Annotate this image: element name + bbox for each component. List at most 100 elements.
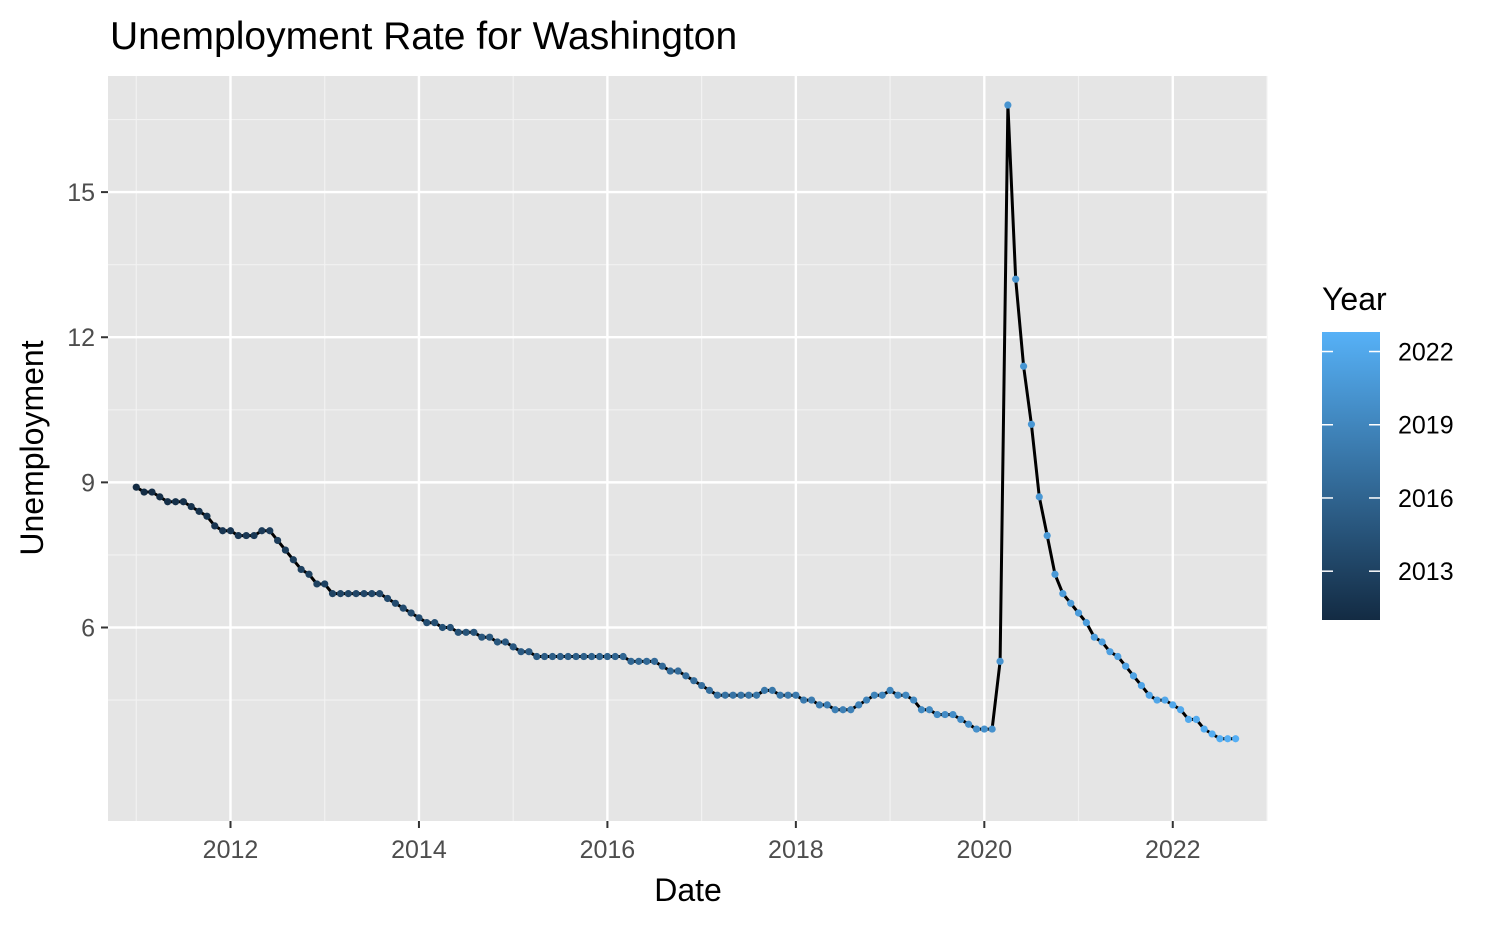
- data-point: [776, 691, 784, 699]
- data-point: [627, 657, 635, 665]
- data-point: [156, 493, 164, 501]
- data-point: [250, 531, 258, 540]
- data-point: [964, 720, 973, 728]
- data-point: [1059, 590, 1067, 598]
- data-point: [1184, 715, 1193, 724]
- data-point: [399, 604, 407, 612]
- data-point: [807, 696, 816, 704]
- data-point: [745, 691, 753, 699]
- data-point: [902, 691, 910, 699]
- legend-tick-label: 2013: [1398, 558, 1454, 586]
- data-point: [431, 619, 439, 627]
- data-point: [1176, 706, 1185, 714]
- legend-tick-label: 2016: [1398, 485, 1454, 513]
- data-point: [1004, 101, 1012, 109]
- data-point: [957, 715, 965, 724]
- legend-tick-label: 2019: [1398, 412, 1454, 440]
- data-point: [635, 657, 643, 665]
- data-point: [713, 691, 721, 699]
- data-point: [729, 691, 737, 699]
- data-point: [1216, 735, 1224, 743]
- data-point: [682, 672, 690, 680]
- data-point: [1098, 638, 1106, 646]
- data-point: [894, 691, 902, 699]
- data-point: [855, 701, 863, 709]
- data-point: [1129, 672, 1138, 680]
- data-point: [548, 652, 557, 661]
- data-point: [980, 725, 988, 733]
- data-point: [344, 590, 352, 598]
- data-point: [643, 657, 651, 665]
- data-point: [336, 590, 345, 598]
- data-point: [517, 648, 525, 656]
- data-point: [1169, 701, 1177, 709]
- data-point: [619, 652, 627, 661]
- data-point: [933, 710, 941, 719]
- data-point: [1224, 735, 1232, 743]
- data-point: [132, 483, 140, 491]
- data-point: [1232, 735, 1240, 743]
- data-point: [800, 696, 808, 704]
- x-tick-label: 2018: [768, 836, 824, 864]
- data-point: [148, 488, 156, 496]
- data-point: [352, 590, 360, 598]
- x-axis-label: Date: [654, 872, 722, 908]
- x-axis: 2012 2014 2016 2018 2020 2022: [203, 821, 1201, 864]
- data-point: [698, 681, 706, 690]
- data-point: [580, 652, 588, 661]
- data-point: [784, 691, 792, 699]
- legend: Year 2022 2019 2016 2013: [1322, 281, 1454, 620]
- data-point: [540, 652, 549, 661]
- legend-colorbar: [1322, 332, 1380, 620]
- data-point: [611, 652, 619, 661]
- data-point: [1082, 619, 1090, 627]
- x-tick-label: 2014: [391, 836, 447, 864]
- grid-major: [108, 76, 1267, 821]
- data-point: [1027, 420, 1036, 428]
- x-tick-label: 2012: [203, 836, 259, 864]
- data-point: [328, 590, 337, 598]
- data-point: [556, 652, 564, 661]
- y-tick-label: 15: [67, 179, 95, 207]
- data-point: [972, 725, 981, 733]
- data-point: [281, 546, 290, 554]
- data-point: [737, 691, 745, 699]
- data-point: [391, 599, 399, 607]
- data-point: [415, 614, 423, 622]
- data-point: [752, 691, 761, 699]
- data-point: [847, 706, 855, 714]
- data-point: [1200, 725, 1208, 733]
- data-point: [164, 498, 172, 506]
- plot-panel: [108, 76, 1267, 821]
- data-point: [1067, 599, 1075, 607]
- data-point: [187, 502, 195, 511]
- data-point: [203, 512, 211, 520]
- data-point: [376, 590, 384, 598]
- data-point: [588, 652, 596, 661]
- y-tick-label: 9: [81, 469, 95, 497]
- y-axis-label: Unemployment: [14, 340, 50, 555]
- data-point: [140, 488, 148, 496]
- data-point: [1137, 681, 1145, 690]
- data-point: [815, 701, 824, 709]
- data-point: [1122, 662, 1130, 670]
- data-point: [501, 638, 509, 646]
- chart-title: Unemployment Rate for Washington: [110, 15, 737, 58]
- data-point: [211, 522, 219, 530]
- data-point: [462, 628, 470, 636]
- data-point: [839, 706, 847, 714]
- data-point: [219, 527, 227, 535]
- data-point: [368, 590, 376, 598]
- data-point: [949, 710, 957, 719]
- data-point: [274, 536, 282, 545]
- x-tick-label: 2022: [1145, 836, 1201, 864]
- data-point: [823, 701, 831, 709]
- data-point: [297, 565, 305, 574]
- data-point: [690, 677, 698, 685]
- data-point: [603, 652, 612, 661]
- series-points: [132, 101, 1240, 743]
- data-point: [242, 531, 250, 540]
- data-point: [564, 652, 572, 661]
- x-tick-label: 2020: [957, 836, 1013, 864]
